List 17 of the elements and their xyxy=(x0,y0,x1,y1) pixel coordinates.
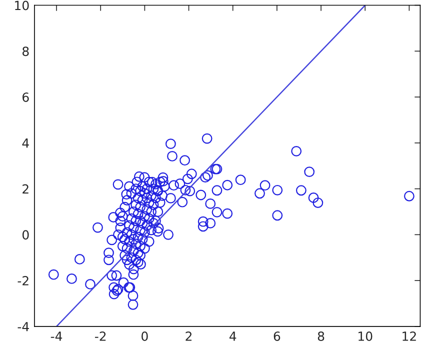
x-tick-label: 0 xyxy=(142,332,148,341)
y-tick-label: 4 xyxy=(22,138,29,148)
x-tick-label: 8 xyxy=(318,332,324,341)
y-tick-label: 2 xyxy=(22,184,28,194)
x-tick-label: 10 xyxy=(358,332,372,341)
x-tick-label: 6 xyxy=(274,332,280,341)
y-tick-label: -2 xyxy=(18,276,28,286)
y-tick-label: -4 xyxy=(18,322,29,332)
x-tick-label: 12 xyxy=(402,332,416,341)
x-tick-label: -4 xyxy=(50,332,62,341)
y-tick-label: 10 xyxy=(15,0,29,10)
y-tick-label: 8 xyxy=(22,46,29,56)
x-tick-label: 4 xyxy=(230,332,236,341)
x-tick-label: -2 xyxy=(94,332,106,341)
y-tick-label: 0 xyxy=(22,230,29,240)
x-tick-label: 2 xyxy=(186,332,192,341)
y-tick-label: 6 xyxy=(22,92,29,102)
